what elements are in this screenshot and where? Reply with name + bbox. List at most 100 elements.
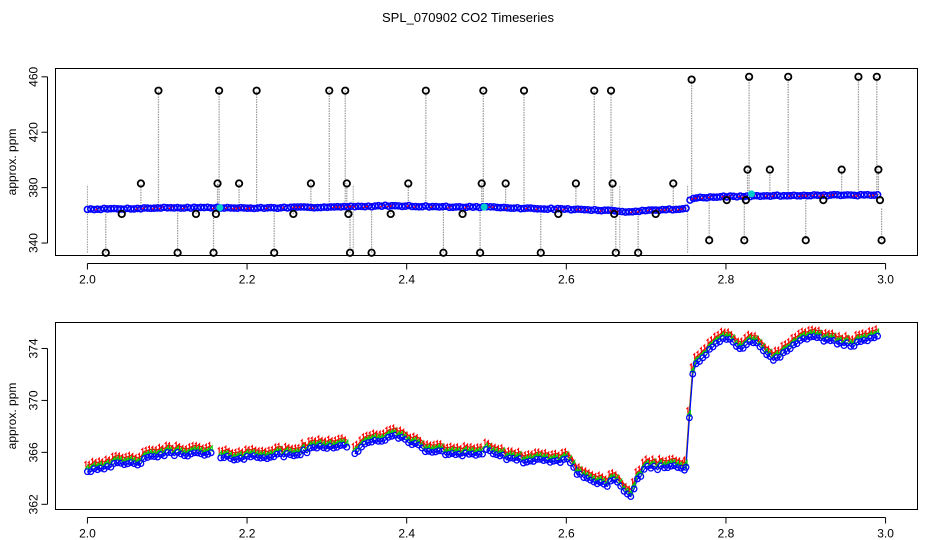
bottom-series-1-point (793, 332, 796, 340)
bottom-series-o-point (326, 443, 334, 450)
bottom-series-1-point (540, 449, 543, 457)
top-series-layer (83, 72, 886, 257)
bottom-series-1-point (543, 448, 546, 456)
bottom-series-1-point (290, 444, 293, 452)
bottom-series-1-point (677, 456, 681, 465)
bottom-series-o-point (526, 457, 534, 465)
bottom-series-1-point (800, 327, 803, 335)
bottom-series-o-point (674, 464, 682, 471)
bottom-series-1-point (513, 448, 516, 457)
bottom-series-1-point (870, 326, 874, 334)
bottom-series-o-point (479, 450, 486, 458)
bottom-series-o-point (664, 464, 672, 472)
bottom-series-1-point (475, 442, 479, 451)
bottom-series-1-point (187, 442, 191, 450)
bottom-series-1-point (736, 337, 739, 345)
bottom-series-o-point (164, 449, 172, 456)
bottom-series-o-point (513, 456, 521, 464)
bottom-series-1-point (530, 449, 533, 458)
bottom-series-1-point (729, 330, 733, 339)
top-outlier-point (877, 236, 886, 245)
bottom-series-1-point (650, 454, 654, 463)
top-outlier-point (854, 72, 863, 81)
top-series-point (415, 202, 423, 211)
bottom-series-o-point (493, 451, 501, 459)
bottom-series-1-point (247, 445, 250, 453)
bottom-series-o-point (137, 460, 145, 468)
top-outlier-point (154, 86, 163, 95)
bottom-series-o-point (233, 455, 241, 463)
bottom-series-o-point (472, 451, 480, 459)
top-outlier-point (252, 86, 261, 95)
bottom-series-1-point (398, 425, 401, 434)
bottom-series-o-point (580, 474, 588, 482)
top-x-tick-label: 2.0 (79, 273, 96, 287)
bottom-series-1-point (140, 447, 144, 455)
bottom-series-o-point (388, 432, 396, 440)
bottom-series-o-point (83, 468, 91, 476)
bottom-series-1-point (689, 362, 692, 370)
top-outlier-point (837, 165, 846, 174)
bottom-series-o-point (204, 450, 212, 458)
bottom-series-1-point (699, 346, 702, 354)
top-outlier-point (784, 72, 793, 81)
bottom-series-1-point (580, 466, 583, 474)
bottom-series-1-point (411, 432, 415, 440)
bottom-series-o-point (853, 338, 861, 346)
bottom-series-o-point (194, 449, 202, 457)
top-outlier-point (344, 209, 353, 219)
bottom-series-1-point (257, 446, 260, 454)
bottom-series-1-point (590, 470, 593, 478)
bottom-series-o-point (273, 450, 281, 458)
bottom-series-1-point (843, 331, 847, 339)
bottom-series-o-point (867, 334, 875, 342)
bottom-series-1-point (194, 441, 197, 449)
bottom-series-1-point (583, 466, 587, 475)
bottom-series-1-point (127, 451, 130, 459)
bottom-series-o-point (144, 454, 152, 461)
top-outlier-point (705, 236, 714, 245)
bottom-series-o-point (97, 464, 105, 472)
top-highlight-point (480, 203, 488, 211)
bottom-series-1-point (719, 327, 723, 335)
bottom-series-o-point (503, 456, 511, 464)
bottom-series-o-point (590, 478, 598, 486)
bottom-series-1-point (425, 439, 428, 448)
bottom-series-1-point (813, 326, 817, 334)
bottom-series-o-point (570, 464, 578, 471)
bottom-series-1-point (563, 447, 567, 455)
bottom-series-o-point (333, 443, 341, 451)
bottom-series-1-point (630, 477, 634, 485)
bottom-series-1-point (696, 350, 699, 358)
bottom-series-1-point (144, 445, 147, 454)
bottom-series-1-point (553, 449, 557, 457)
bottom-series-1-point (191, 441, 194, 449)
bottom-series-o-point (847, 342, 855, 350)
bottom-series-o-point (257, 454, 264, 462)
bottom-series-1-point (204, 442, 207, 451)
bottom-series-1-point (428, 440, 432, 449)
top-outlier-point (590, 86, 599, 95)
bottom-series-o-point (465, 450, 473, 458)
top-y-tick-label: 380 (27, 177, 41, 197)
top-series-point (435, 203, 444, 211)
bottom-series-o-point (411, 440, 419, 447)
top-outlier-point (744, 72, 754, 81)
top-series-point (678, 205, 687, 213)
top-y-tick-label: 460 (27, 66, 41, 86)
bottom-series-1-point (523, 450, 526, 459)
bottom-series-o-point (827, 337, 834, 345)
bottom-series-o-point (263, 455, 271, 463)
bottom-series-1-point (837, 331, 840, 339)
bottom-series-1-point (830, 328, 833, 337)
bottom-series-1-point (177, 442, 181, 450)
top-panel: 2.0 2.2 2.4 2.6 2.8 3.0 340 380 420 460 approx. p… (5, 66, 918, 287)
bottom-series-1-point (320, 436, 323, 444)
bottom-series-1-point (493, 443, 496, 451)
bottom-series-1-point (283, 442, 287, 450)
bottom-series-o-point (682, 463, 690, 471)
top-series-point (421, 202, 430, 210)
bottom-series-1-point (847, 334, 850, 343)
top-outlier-point (571, 179, 580, 188)
bottom-series-1-point (114, 451, 117, 459)
